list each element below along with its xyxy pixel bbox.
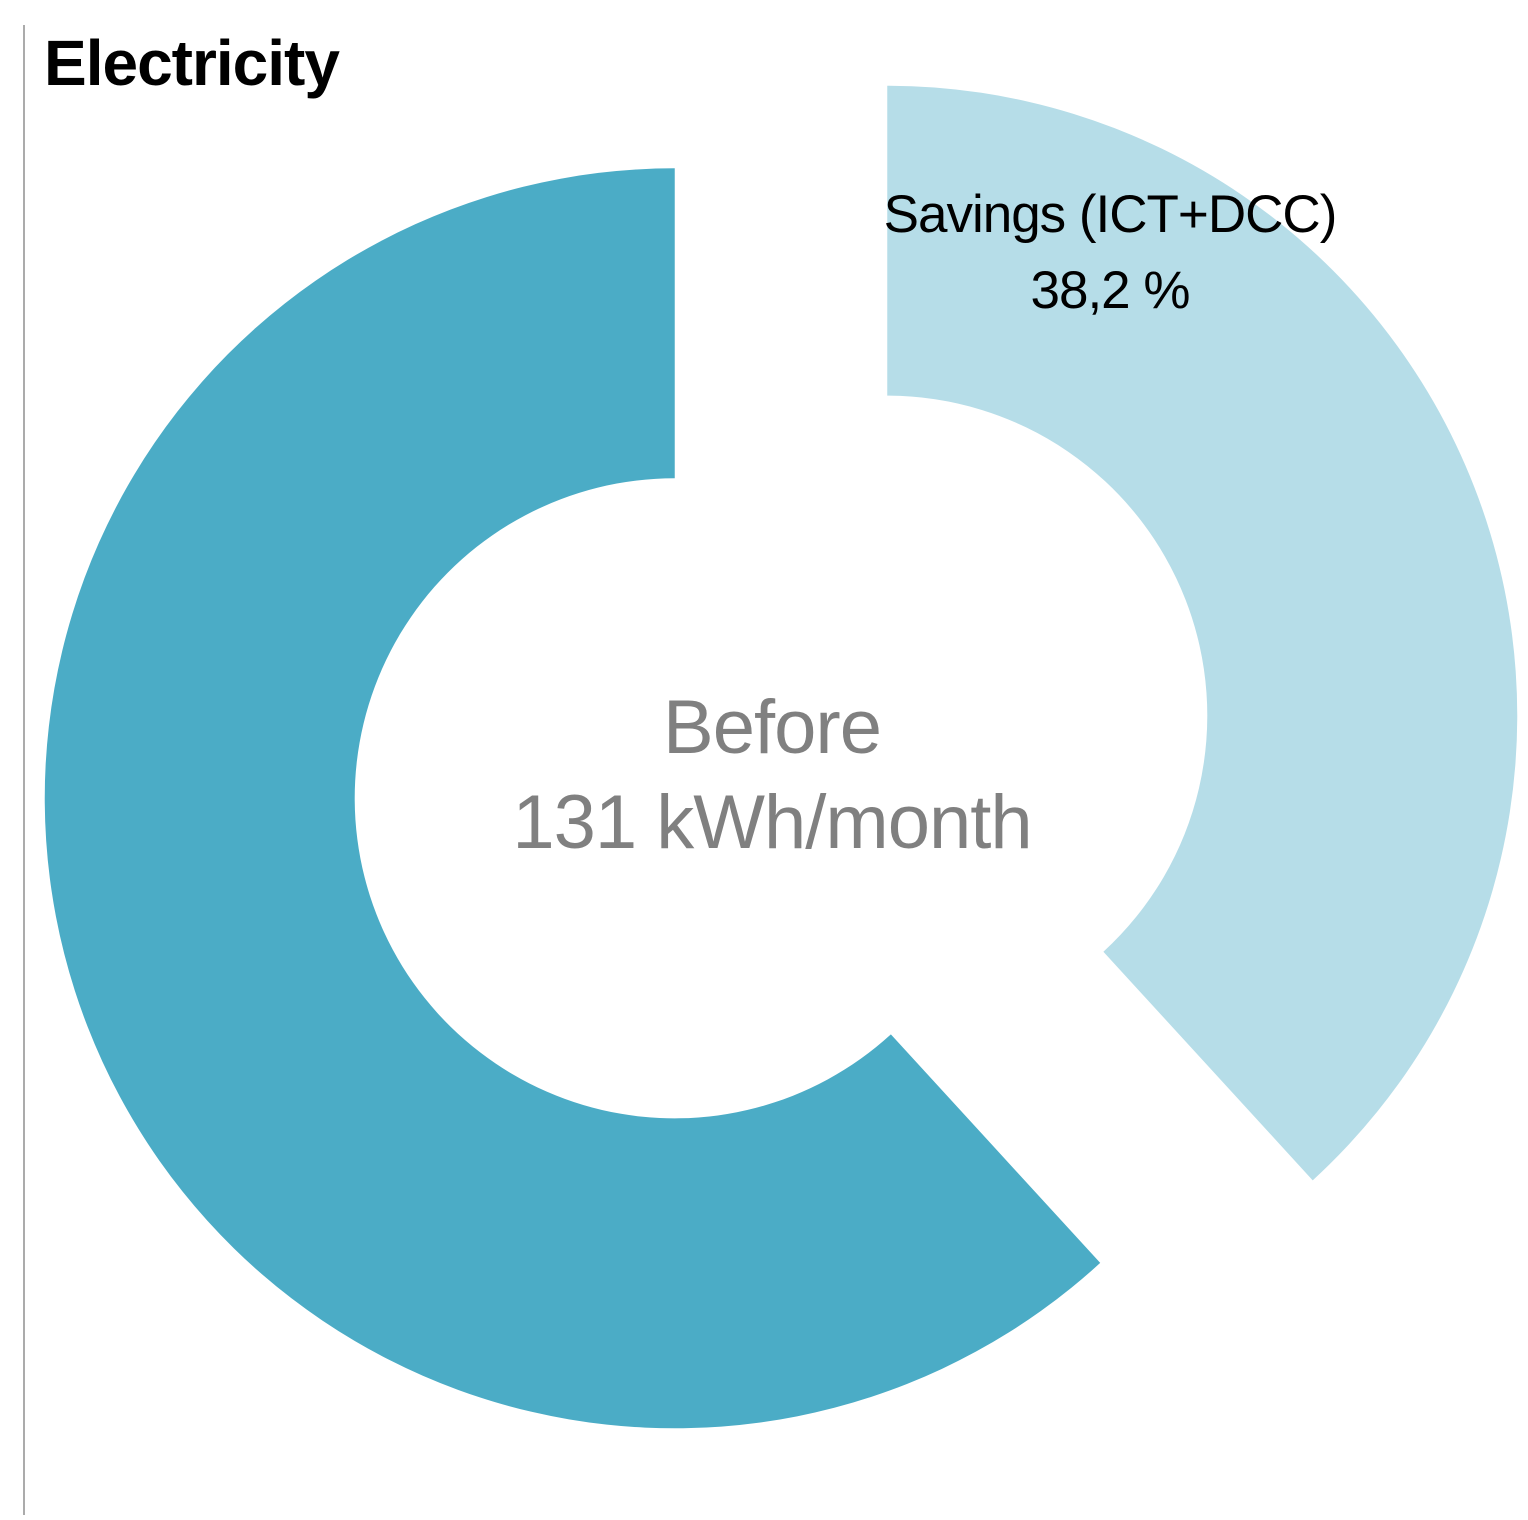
savings-label-line2: 38,2 % bbox=[1030, 261, 1190, 320]
savings-slice-label: Savings (ICT+DCC) 38,2 % bbox=[883, 177, 1338, 329]
slide-left-border-line bbox=[23, 25, 25, 1515]
before-slice-center-label: Before 131 kWh/month bbox=[512, 680, 1032, 870]
before-label-line2: 131 kWh/month bbox=[512, 780, 1032, 865]
chart-title: Electricity bbox=[44, 27, 340, 99]
savings-label-line1: Savings (ICT+DCC) bbox=[883, 185, 1338, 244]
before-label-line1: Before bbox=[663, 685, 882, 770]
doughnut-slice-savings-ict-dcc bbox=[887, 85, 1518, 1181]
doughnut-slice-before bbox=[44, 168, 1101, 1429]
